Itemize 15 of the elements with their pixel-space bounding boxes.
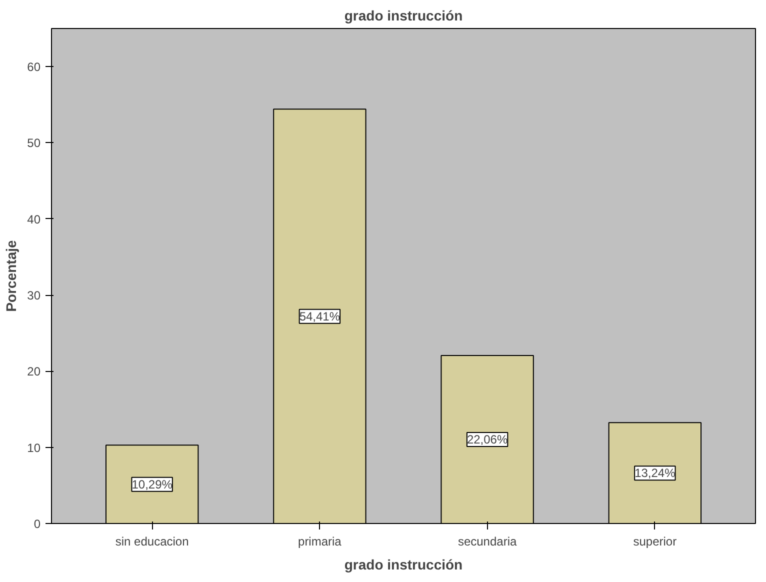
x-tick-label: superior [633,534,677,548]
y-tick-label: 60 [27,60,41,74]
y-tick-label: 40 [27,212,41,226]
x-axis-title: grado instrucción [344,556,463,572]
x-tick-label: secundaria [458,534,517,548]
y-tick-label: 10 [27,440,41,455]
y-tick-label: 20 [27,364,41,379]
chart-title: grado instrucción [344,8,463,24]
x-tick-label: primaria [298,534,342,548]
x-tick-label: sin educacion [115,534,189,548]
y-axis-title: Porcentaje [3,240,20,312]
y-tick-label: 30 [27,288,41,303]
y-tick-label: 0 [34,517,41,531]
data-label: 10,29% [132,477,173,492]
y-tick-label: 50 [27,136,41,150]
